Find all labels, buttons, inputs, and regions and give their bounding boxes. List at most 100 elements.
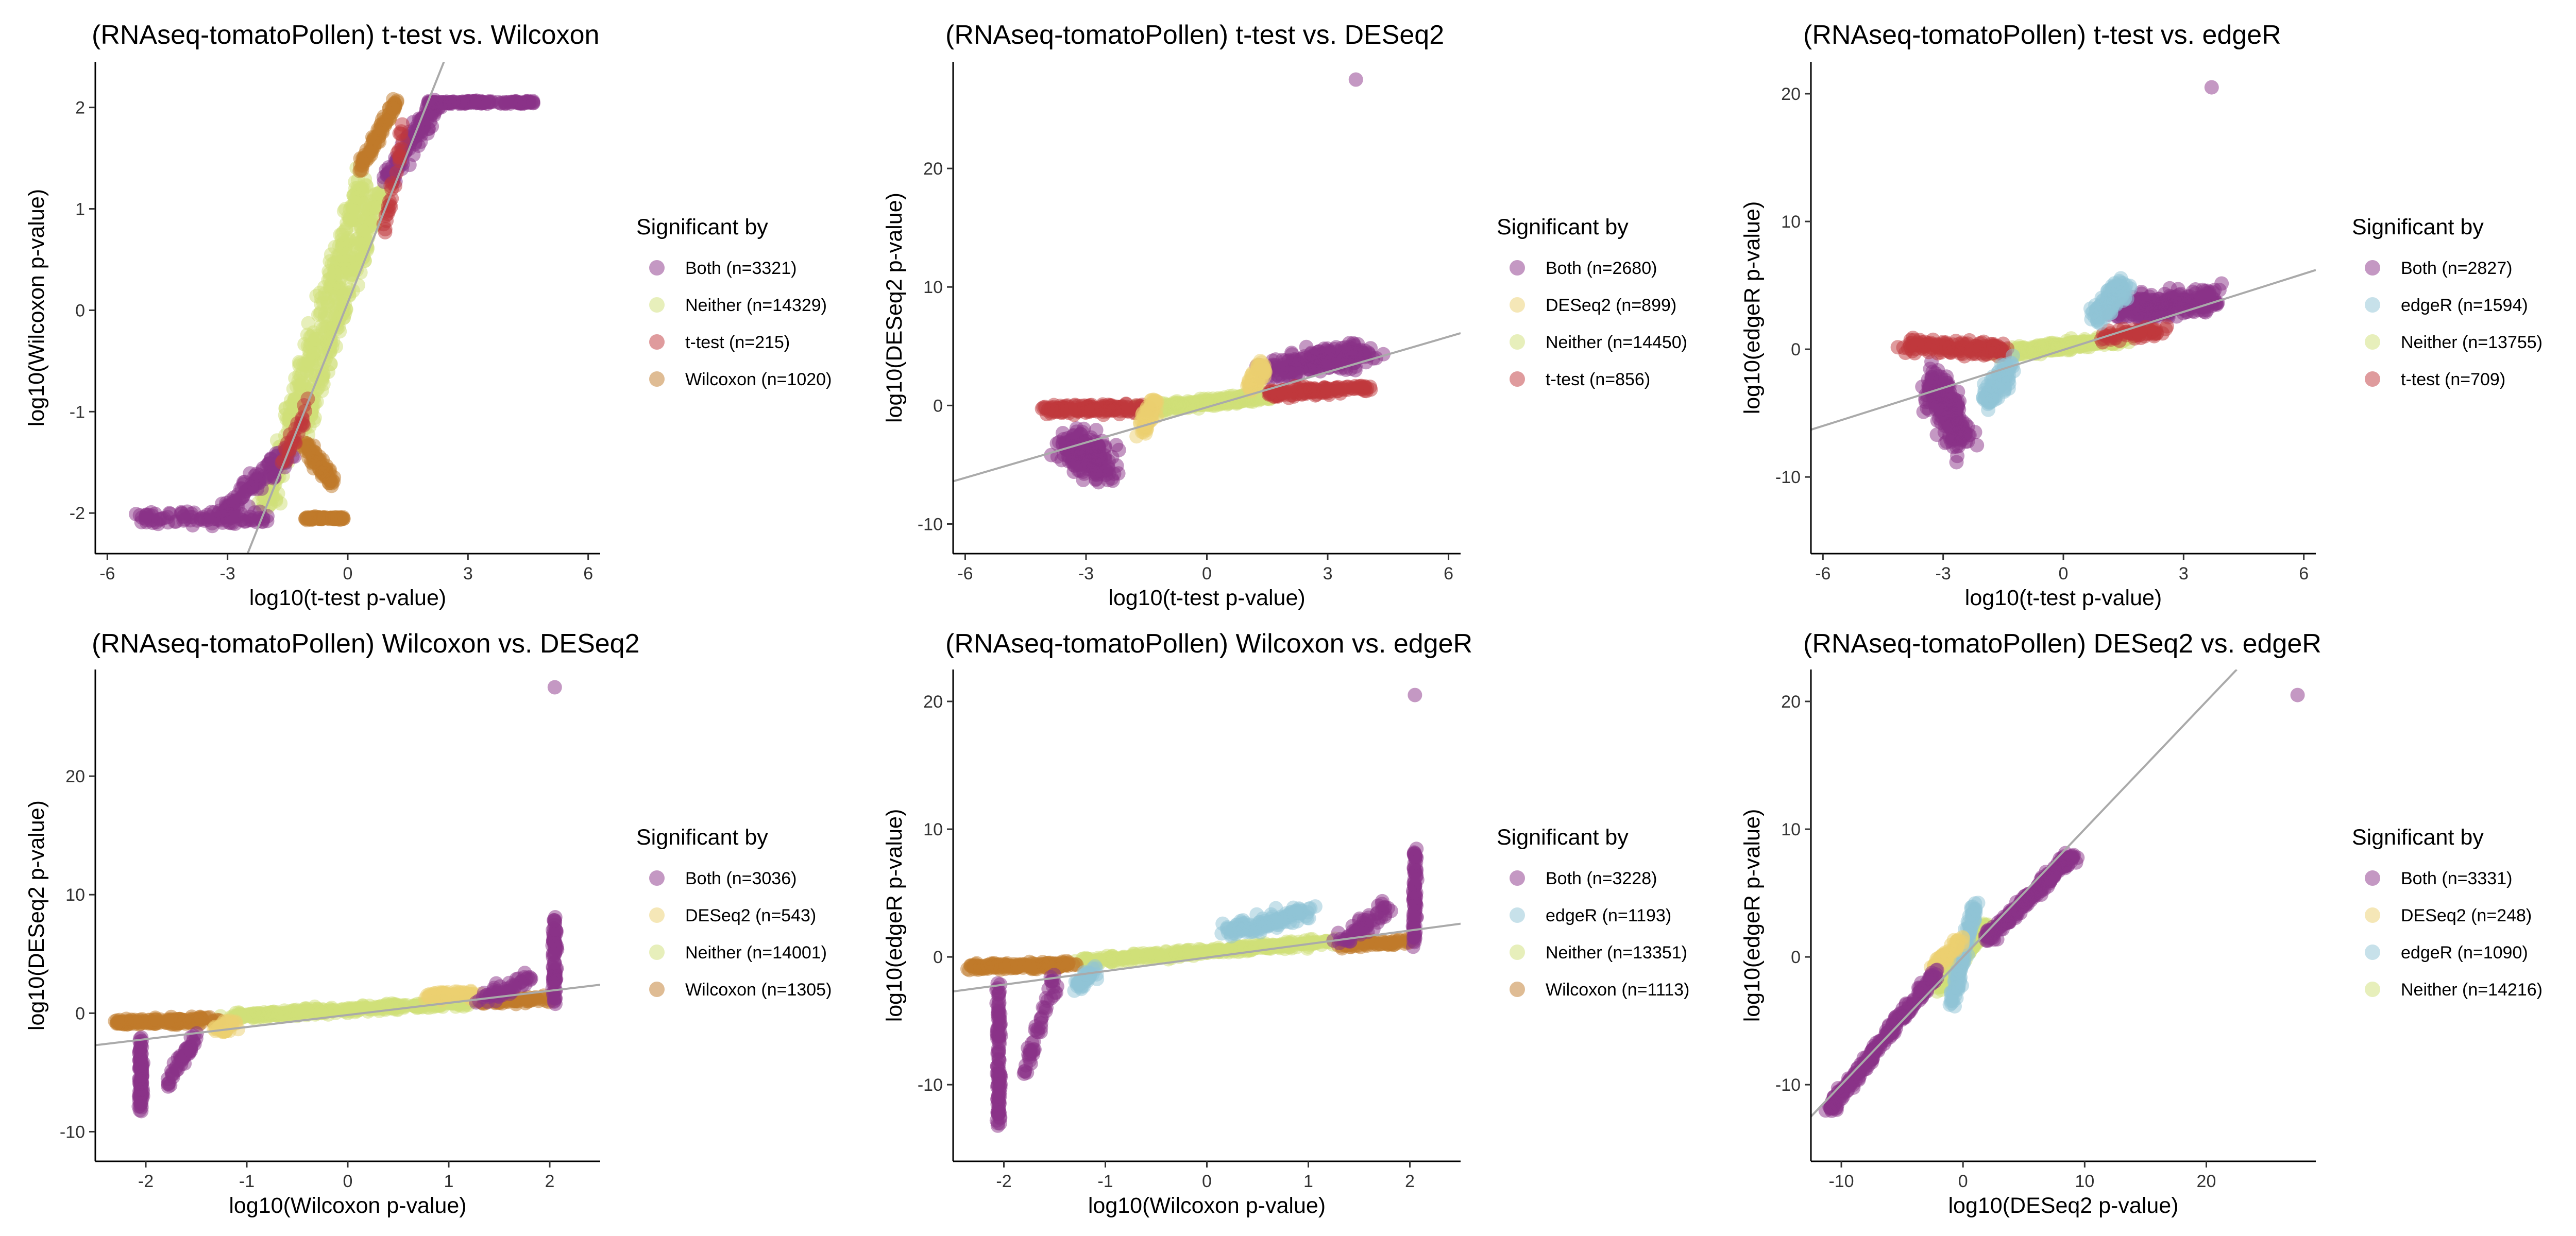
data-point	[502, 975, 517, 990]
data-point	[177, 1048, 192, 1063]
y-axis-title: log10(edgeR p-value)	[1740, 201, 1765, 415]
data-point	[517, 970, 532, 985]
data-point	[233, 481, 248, 496]
data-point	[362, 999, 377, 1013]
data-point	[214, 496, 229, 511]
data-point	[1970, 438, 1985, 453]
y-tick-label: -2	[70, 504, 85, 523]
data-point	[547, 956, 562, 971]
data-point	[548, 990, 563, 1005]
data-point	[327, 470, 342, 485]
legend-swatch	[649, 982, 665, 997]
data-point	[2155, 326, 2170, 341]
data-point	[1244, 368, 1259, 383]
data-point	[2132, 327, 2147, 342]
data-point	[1093, 463, 1108, 478]
data-point	[334, 227, 349, 242]
legend-label: t-test (n=709)	[2401, 370, 2505, 389]
data-point	[306, 346, 321, 361]
x-tick-label: -6	[957, 564, 973, 583]
legend-label: edgeR (n=1594)	[2401, 296, 2528, 315]
data-point	[323, 356, 338, 371]
data-point	[1335, 348, 1350, 363]
legend-swatch	[2365, 260, 2380, 276]
data-point	[343, 213, 358, 228]
data-point	[1926, 375, 1941, 390]
data-point	[294, 1007, 309, 1022]
data-point	[1093, 400, 1108, 415]
data-point	[298, 443, 313, 458]
data-point	[1140, 952, 1155, 967]
data-point	[1997, 382, 2012, 396]
point-cloud	[129, 92, 540, 534]
data-point	[205, 519, 220, 534]
data-point	[1228, 940, 1242, 955]
x-tick-label: -3	[1078, 564, 1094, 583]
data-point	[1217, 393, 1232, 408]
y-tick-label: 2	[75, 98, 85, 118]
panel-title: (RNAseq-tomatoPollen) Wilcoxon vs. DESeq…	[92, 629, 640, 659]
x-tick-label: 6	[1444, 564, 1453, 583]
data-point	[2104, 305, 2119, 320]
data-point	[1180, 944, 1195, 959]
legend-label: Neither (n=14001)	[685, 943, 827, 963]
data-point	[1061, 449, 1076, 464]
scatter-panel: (RNAseq-tomatoPollen) Wilcoxon vs. DESeq…	[24, 629, 832, 1218]
y-tick-label: 0	[75, 1004, 85, 1023]
reference-line	[1811, 269, 2316, 431]
x-tick-label: -2	[138, 1172, 154, 1191]
y-tick-label: 10	[65, 885, 85, 905]
data-point	[328, 264, 342, 279]
y-axis-title: log10(DESeq2 p-value)	[24, 800, 49, 1031]
data-point	[1984, 388, 1999, 402]
data-point	[1954, 430, 1969, 444]
data-point	[440, 988, 455, 1003]
data-point	[548, 913, 563, 928]
data-point	[392, 143, 406, 158]
data-point	[549, 924, 564, 939]
data-point	[128, 1014, 143, 1029]
data-point	[1270, 388, 1285, 403]
data-point	[383, 178, 398, 193]
data-point	[351, 1001, 365, 1016]
data-point	[1910, 335, 1925, 350]
data-point	[257, 469, 272, 484]
data-point	[486, 983, 501, 998]
legend-label: Both (n=3321)	[685, 259, 796, 278]
legend-title: Significant by	[636, 825, 768, 850]
scatter-panel: (RNAseq-tomatoPollen) Wilcoxon vs. edgeR…	[882, 629, 1689, 1218]
data-point	[277, 1003, 292, 1018]
data-point	[1298, 385, 1313, 400]
data-point	[1164, 946, 1179, 960]
data-point	[306, 1002, 320, 1017]
data-point	[1336, 380, 1351, 395]
data-point	[1283, 385, 1298, 400]
x-tick-label: 6	[2299, 564, 2309, 583]
data-point	[375, 125, 390, 140]
point-cloud	[1890, 80, 2229, 470]
x-tick-label: -1	[239, 1172, 255, 1191]
y-tick-label: -1	[70, 402, 85, 422]
data-point	[1268, 352, 1283, 367]
y-tick-label: 20	[923, 159, 943, 179]
legend-label: DESeq2 (n=543)	[685, 906, 816, 925]
legend-swatch	[649, 297, 665, 313]
data-point	[328, 510, 343, 525]
legend-label: Both (n=3036)	[685, 869, 796, 888]
data-point	[1193, 391, 1208, 406]
data-point	[2090, 306, 2105, 321]
y-tick-label: 0	[1791, 340, 1801, 359]
data-point	[190, 513, 205, 528]
panel-title: (RNAseq-tomatoPollen) Wilcoxon vs. edgeR	[945, 629, 1472, 659]
scatter-panel: (RNAseq-tomatoPollen) t-test vs. edgeR-6…	[1740, 20, 2543, 610]
data-point	[362, 145, 377, 160]
x-tick-label: 0	[2059, 564, 2069, 583]
data-point	[309, 288, 324, 303]
data-point	[1942, 340, 1957, 355]
data-point	[1930, 363, 1945, 377]
legend-label: t-test (n=856)	[1546, 370, 1650, 389]
data-point	[469, 94, 484, 109]
y-tick-label: 10	[923, 278, 943, 297]
data-point	[165, 1017, 180, 1032]
data-point	[1348, 72, 1363, 87]
